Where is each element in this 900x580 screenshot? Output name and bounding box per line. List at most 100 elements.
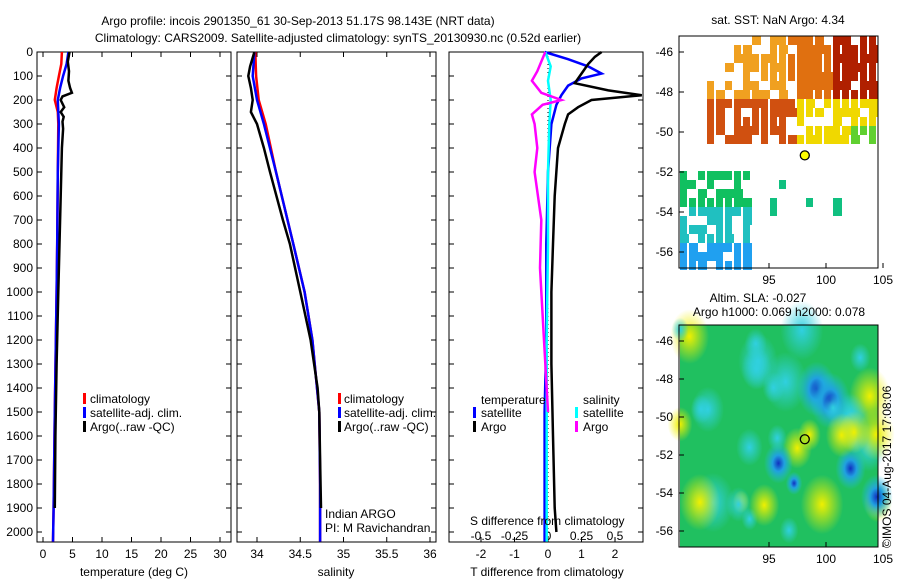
x-tick-label: -0.5 (471, 529, 492, 543)
sst-cell (815, 108, 824, 117)
sst-cell (734, 54, 743, 63)
sst-cell (860, 99, 869, 108)
x-tick-label: 34.5 (289, 547, 313, 561)
plot-frame (236, 51, 437, 543)
sst-cell (842, 72, 851, 81)
sst-cell (770, 126, 779, 135)
sst-cell (815, 36, 824, 45)
sst-cell (707, 171, 716, 180)
sst-cell (725, 261, 732, 270)
sst-cell (833, 135, 842, 144)
temperature-panel: 0100200300400500600700800900100011001200… (6, 45, 232, 561)
sla-blob (785, 471, 803, 495)
sst-cell (743, 234, 750, 243)
sst-cell (734, 126, 743, 135)
sst-cell (815, 72, 824, 81)
sst-cell (770, 72, 777, 81)
sst-cell (824, 63, 831, 72)
sla-map-title2: Argo h1000: 0.069 h2000: 0.078 (693, 305, 865, 319)
sst-cell (797, 81, 806, 90)
sst-cell (869, 63, 876, 72)
x-tick-label: 36 (423, 547, 437, 561)
y-tick-label: 900 (13, 261, 33, 275)
sst-cell (743, 207, 752, 216)
sst-cell (833, 108, 842, 117)
sst-cell (743, 45, 752, 54)
sst-cell (725, 216, 732, 225)
sst-cell (707, 90, 714, 99)
sla-map: 95 100 105 -46 -48 -50 -52 -54 -56 (656, 300, 895, 566)
sst-cell (689, 180, 696, 189)
sst-cell (851, 90, 858, 99)
sst-cell (680, 198, 687, 207)
sst-cell (869, 126, 876, 135)
sst-cell (842, 63, 851, 72)
y-tick-label: 1000 (6, 285, 33, 299)
sst-cell (725, 189, 734, 198)
sst-cell (716, 216, 723, 225)
map-frame (678, 35, 879, 269)
sst-cell (797, 45, 806, 54)
sst-cell (743, 90, 750, 99)
y-tick-label: 0 (26, 45, 33, 59)
sst-cell (689, 225, 698, 234)
sst-map-title: sat. SST: NaN Argo: 4.34 (711, 13, 845, 27)
argo-location-marker (799, 434, 810, 445)
sst-cell (788, 36, 797, 45)
sst-cell (707, 252, 716, 261)
sst-cell (770, 207, 777, 216)
sst-cell (824, 126, 833, 135)
sst-map: 95 100 105 -46 -48 -50 -52 -54 -56 (656, 35, 893, 287)
y-tick-label: 1500 (6, 405, 33, 419)
sst-cell (743, 225, 750, 234)
sst-cell (779, 81, 786, 90)
sst-cell (698, 252, 707, 261)
sst-cell (725, 171, 732, 180)
series-line-temperature-argo (550, 50, 642, 533)
sst-cell (842, 108, 851, 117)
sla-blob (780, 300, 824, 361)
x-tick-label: 0 (545, 529, 552, 543)
sst-cell (707, 81, 714, 90)
legend-label: Argo(..raw -QC) (90, 420, 175, 434)
sst-cell (761, 99, 768, 108)
sst-cell (797, 135, 804, 144)
sst-cell (806, 108, 813, 117)
legend-header-temperature: temperature (481, 393, 546, 407)
sst-cell (851, 99, 858, 108)
sst-cell (743, 252, 752, 261)
legend-label: satellite-adj. clim. (344, 406, 436, 420)
y-tick-label: 1700 (6, 453, 33, 467)
sst-cell (770, 63, 779, 72)
legend-swatch-argo (338, 421, 341, 432)
salinity-panel: 34 34.5 35 35.5 36 (236, 51, 437, 561)
sst-cell (707, 180, 714, 189)
sst-cell (752, 36, 761, 45)
sst-cell (824, 135, 833, 144)
legend-label: satellite (583, 406, 624, 420)
salinity-axis-label: salinity (318, 565, 355, 579)
sst-cell (743, 243, 752, 252)
sst-cell (716, 189, 725, 198)
sla-blob (779, 517, 799, 544)
sst-cell (680, 180, 689, 189)
y-tick-label: 1300 (6, 357, 33, 371)
sst-cell (680, 189, 687, 198)
sst-cell (734, 108, 741, 117)
lon-tick-label: 100 (816, 273, 836, 287)
lat-tick-label: -46 (656, 334, 674, 348)
temperature-axis-label: temperature (deg C) (80, 565, 188, 579)
sst-cell (824, 72, 833, 81)
sst-cell (833, 72, 840, 81)
sst-cell (815, 81, 824, 90)
sst-cell (707, 198, 714, 207)
sst-cell (680, 234, 689, 243)
sla-blob (823, 394, 843, 422)
sst-cell (869, 36, 876, 45)
y-tick-label: 2000 (6, 525, 33, 539)
sst-cell (860, 45, 867, 54)
x-tick-label: 0.5 (607, 529, 624, 543)
sst-cell (806, 90, 813, 99)
legend-swatch-satellite (338, 407, 341, 418)
